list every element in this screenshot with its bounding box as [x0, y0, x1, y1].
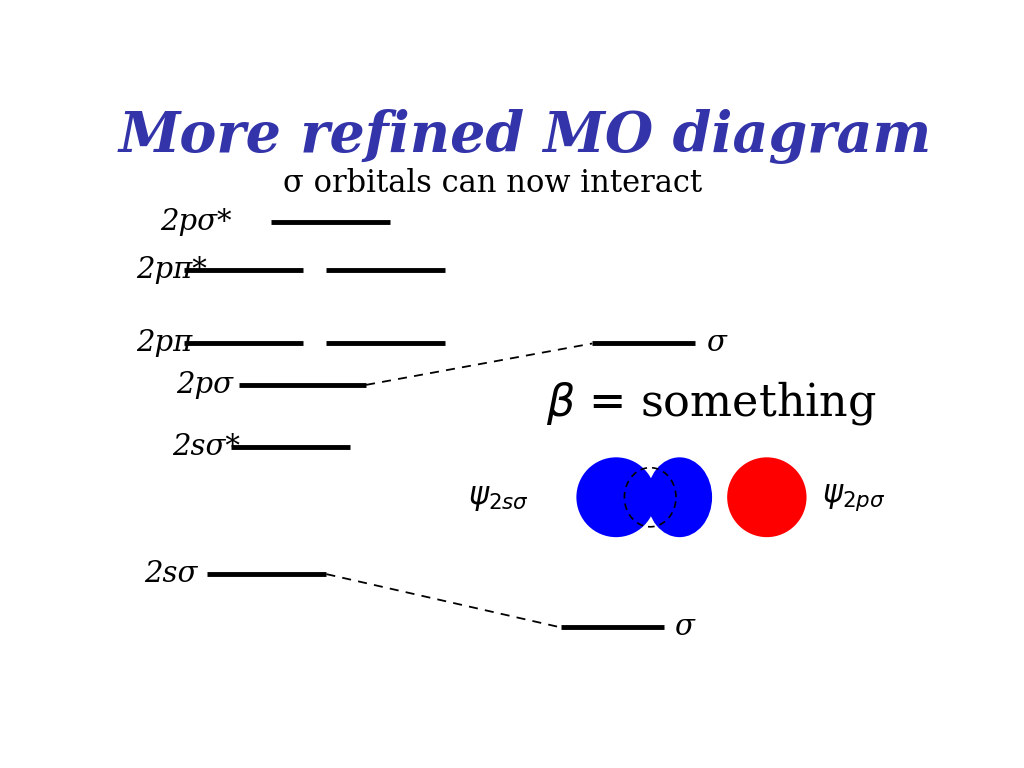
Text: σ orbitals can now interact: σ orbitals can now interact: [284, 168, 702, 200]
Text: 2pσ*: 2pσ*: [160, 208, 231, 237]
Ellipse shape: [647, 457, 712, 537]
Text: $\psi_{2s\sigma}$: $\psi_{2s\sigma}$: [468, 482, 528, 513]
Text: σ: σ: [674, 614, 694, 641]
Text: σ: σ: [706, 329, 726, 357]
Text: 2pσ: 2pσ: [176, 371, 232, 399]
Text: $\psi_{2p\sigma}$: $\psi_{2p\sigma}$: [822, 482, 886, 513]
Text: 2sσ*: 2sσ*: [172, 433, 240, 461]
Text: 2sσ: 2sσ: [143, 560, 198, 588]
Text: 2pπ: 2pπ: [136, 329, 193, 357]
Text: More refined MO diagram: More refined MO diagram: [118, 109, 932, 164]
Ellipse shape: [577, 457, 655, 537]
Text: $\beta$ = something: $\beta$ = something: [546, 379, 877, 427]
Ellipse shape: [727, 457, 807, 537]
Text: 2pπ*: 2pπ*: [136, 256, 207, 283]
